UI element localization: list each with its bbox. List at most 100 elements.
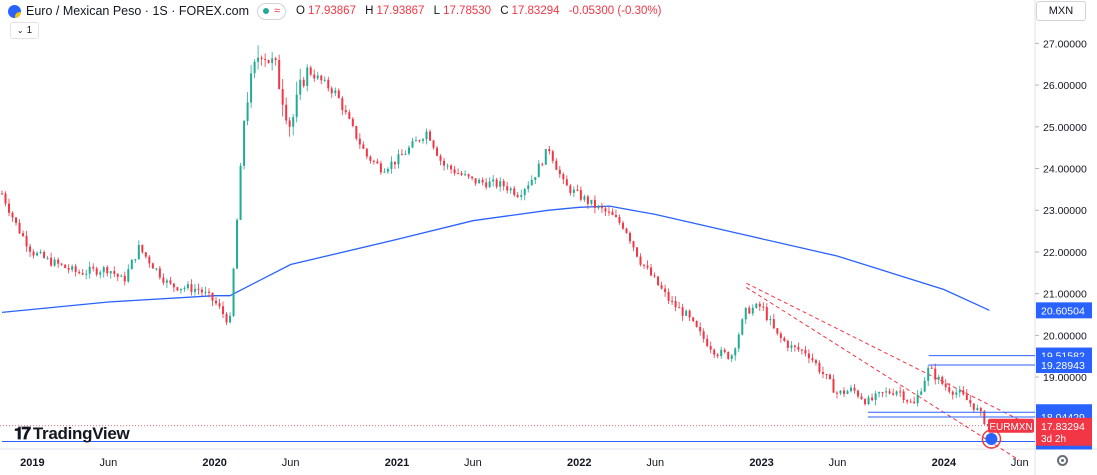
candle-body <box>271 58 274 63</box>
candle-body <box>236 219 239 269</box>
realtime-marker-icon[interactable] <box>985 433 998 445</box>
candle-body <box>765 307 768 320</box>
candle-body <box>299 79 302 95</box>
candle-body <box>685 310 688 316</box>
candle-body <box>92 266 95 269</box>
candle-body <box>811 358 814 361</box>
tradingview-logo: 𝟏𝟕 TradingView <box>14 424 130 444</box>
candle-body <box>576 189 579 191</box>
candle-body <box>920 391 923 395</box>
candle-body <box>814 360 817 364</box>
candle-body <box>671 300 674 302</box>
candle-body <box>913 401 916 404</box>
settings-gear-icon[interactable] <box>1057 455 1068 466</box>
close-value: 17.83294 <box>511 5 560 17</box>
candle-body <box>776 328 779 334</box>
brand-name: TradingView <box>32 424 130 443</box>
candle-body <box>909 401 912 403</box>
candle-body <box>383 171 386 173</box>
candle-body <box>211 292 214 301</box>
candle-body <box>102 267 105 273</box>
candle-body <box>474 178 477 184</box>
open-label: O <box>296 5 305 17</box>
candle-body <box>309 67 312 75</box>
candle-body <box>190 284 193 292</box>
candle-body <box>25 236 28 247</box>
indicator-toggle[interactable]: ⌄ 1 <box>10 22 39 39</box>
low-value: 17.78530 <box>443 5 492 17</box>
candle-body <box>222 306 225 314</box>
candle-body <box>295 94 298 118</box>
candle-body <box>744 307 747 320</box>
candle-body <box>548 149 551 152</box>
candle-body <box>316 75 319 79</box>
candle-body <box>828 374 831 380</box>
candle-body <box>709 346 712 350</box>
candle-body <box>74 266 77 272</box>
candle-body <box>379 163 382 173</box>
candle-body <box>664 288 667 293</box>
candle-body <box>141 244 144 253</box>
candle-body <box>411 141 414 148</box>
candle-body <box>50 257 53 266</box>
candle-body <box>186 284 189 288</box>
candle-body <box>544 149 547 165</box>
candle-body <box>716 354 719 357</box>
candle-body <box>232 268 235 316</box>
time-tick-label: Jun <box>282 457 300 469</box>
candle-body <box>586 196 589 204</box>
candle-body <box>976 408 979 410</box>
candle-body <box>516 194 519 197</box>
candle-body <box>541 163 544 165</box>
candle-body <box>579 190 582 200</box>
candle-body <box>583 196 586 200</box>
candle-body <box>488 181 491 188</box>
candle-body <box>495 179 498 187</box>
candle-body <box>951 391 954 395</box>
candle-body <box>78 271 81 274</box>
candle-body <box>843 390 846 394</box>
ma-value-tag <box>1036 302 1092 319</box>
time-tick-label: Jun <box>1011 457 1029 469</box>
candle-body <box>506 186 509 191</box>
candle-body <box>748 307 751 314</box>
candle-body <box>334 90 337 94</box>
candle-body <box>64 264 67 268</box>
candle-body <box>471 176 474 179</box>
candle-body <box>337 90 340 99</box>
realtime-marker-ring <box>981 429 1002 449</box>
candle-body <box>400 154 403 156</box>
open-value: 17.93867 <box>308 5 356 17</box>
candle-body <box>323 79 326 81</box>
candle-body <box>344 110 347 113</box>
candle-body <box>67 267 70 270</box>
candle-body <box>358 138 361 145</box>
price-tick-label: 20.00000 <box>1043 330 1087 342</box>
price-tick-label: 27.00000 <box>1043 38 1087 50</box>
candle-body <box>650 267 653 276</box>
candle-body <box>646 265 649 268</box>
candle-body <box>800 349 803 351</box>
candle-body <box>376 161 379 164</box>
candle-body <box>983 411 986 425</box>
market-status-pill[interactable]: ≈ <box>257 2 287 20</box>
candle-body <box>899 391 902 393</box>
candle-body <box>769 319 772 321</box>
symbol-title[interactable]: Euro / Mexican Peso · 1S · FOREX.com <box>26 4 249 18</box>
candle-body <box>846 391 849 394</box>
candle-body <box>923 380 926 392</box>
candle-body <box>600 205 603 209</box>
candle-body <box>537 163 540 178</box>
candle-body <box>895 391 898 395</box>
candle-body <box>699 326 702 332</box>
candle-body <box>460 173 463 175</box>
candle-body <box>958 390 961 393</box>
currency-button[interactable]: MXN <box>1036 1 1086 21</box>
candle-body <box>853 387 856 391</box>
candle-body <box>172 283 175 288</box>
candle-body <box>530 179 533 186</box>
candle-body <box>176 287 179 291</box>
candle-body <box>425 131 428 140</box>
ma-value-label: 20.60504 <box>1041 305 1085 317</box>
